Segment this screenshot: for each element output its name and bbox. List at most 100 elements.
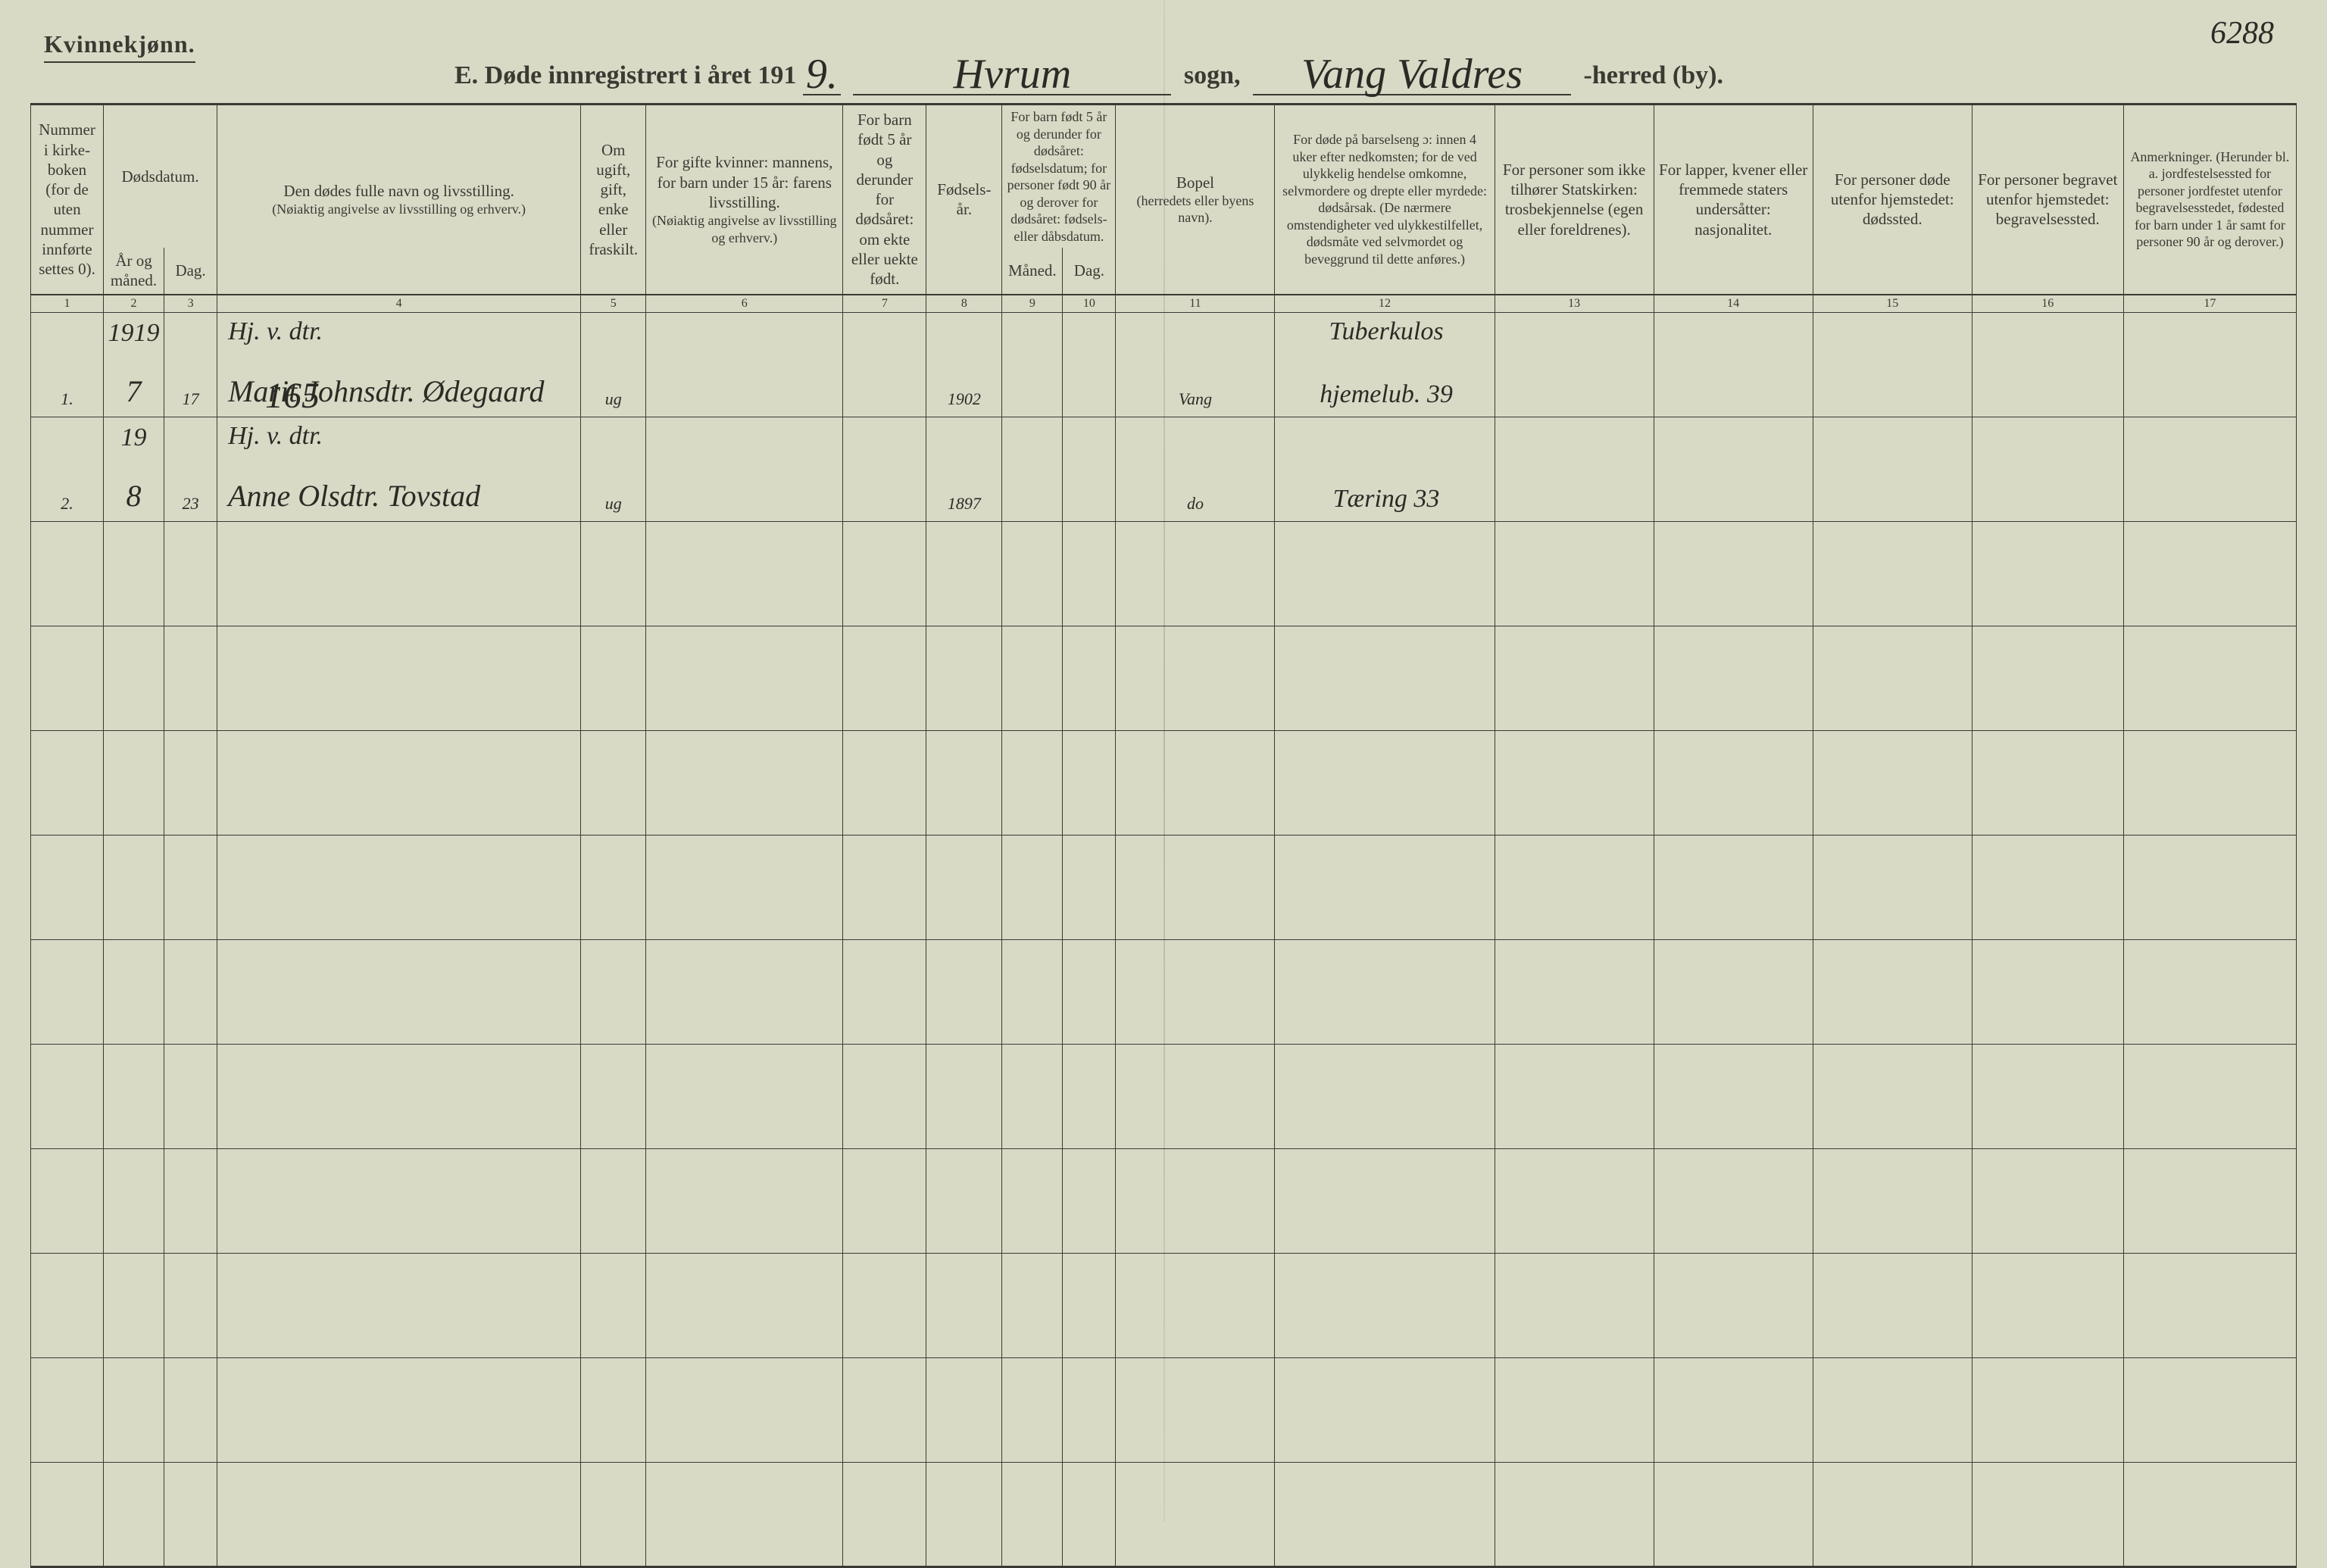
empty-cell: [843, 1253, 926, 1357]
empty-cell: [1002, 626, 1063, 730]
empty-cell: [31, 1253, 104, 1357]
birth-day: [1063, 312, 1116, 417]
empty-cell: [1002, 1253, 1063, 1357]
empty-cell: [164, 1148, 217, 1253]
empty-cell: [1002, 1462, 1063, 1566]
empty-cell: [104, 521, 164, 626]
empty-cell: [1972, 835, 2123, 939]
empty-cell: [1972, 1462, 2123, 1566]
col-3-day: Dag.: [164, 248, 217, 295]
empty-cell: [217, 1357, 581, 1462]
empty-cell: [164, 835, 217, 939]
marital-status: ug: [581, 417, 646, 521]
empty-cell: [2123, 626, 2296, 730]
empty-cell: [843, 521, 926, 626]
empty-cell: [164, 1357, 217, 1462]
empty-cell: [926, 521, 1002, 626]
empty-cell: [2123, 1044, 2296, 1148]
empty-cell: [581, 1044, 646, 1148]
empty-cell: [843, 1044, 926, 1148]
empty-cell: [843, 939, 926, 1044]
empty-cell: [1116, 1357, 1275, 1462]
empty-cell: [104, 626, 164, 730]
empty-cell: [1972, 730, 2123, 835]
empty-cell: [1063, 1148, 1116, 1253]
year-digit: 9.: [806, 51, 838, 98]
empty-cell: [646, 521, 843, 626]
empty-cell: [1495, 626, 1654, 730]
empty-cell: [31, 1148, 104, 1253]
empty-cell: [104, 1148, 164, 1253]
colnum: 5: [581, 295, 646, 313]
empty-cell: [164, 626, 217, 730]
empty-cell: [164, 1044, 217, 1148]
col-12-header: For døde på barselseng ɔ: innen 4 uker e…: [1275, 105, 1495, 295]
burial-place: [1972, 312, 2123, 417]
empty-cell: [1654, 939, 1813, 1044]
empty-cell: [1002, 939, 1063, 1044]
col-11-header: Bopel (herredets eller byens navn).: [1116, 105, 1275, 295]
empty-cell: [581, 835, 646, 939]
empty-cell: [2123, 835, 2296, 939]
empty-cell: [1654, 1044, 1813, 1148]
empty-cell: [1972, 1148, 2123, 1253]
empty-cell: [646, 1044, 843, 1148]
empty-cell: [1654, 1357, 1813, 1462]
colnum: 17: [2123, 295, 2296, 313]
empty-cell: [104, 730, 164, 835]
empty-cell: [31, 521, 104, 626]
empty-cell: [1116, 730, 1275, 835]
col-17-header: Anmerkninger. (Herunder bl. a. jordfeste…: [2123, 105, 2296, 295]
col-6-top: For gifte kvinner: mannens,: [651, 152, 838, 172]
empty-cell: [1002, 1357, 1063, 1462]
empty-cell: [926, 730, 1002, 835]
empty-cell: [843, 1462, 926, 1566]
colnum: 16: [1972, 295, 2123, 313]
name-occupation: Hj. v. dtr.Marit Johnsdtr. Ødegaard: [217, 312, 581, 417]
title-line: E. Døde innregistrert i året 191 9. Hvru…: [454, 45, 2251, 95]
cause-lower: hjemelub. 39: [1282, 380, 1489, 409]
herred-value: Vang Valdres: [1301, 51, 1523, 98]
empty-cell: [1495, 1148, 1654, 1253]
colnum: 1: [31, 295, 104, 313]
empty-cell: [581, 1253, 646, 1357]
row-number: 1.: [31, 312, 104, 417]
death-place: [1813, 417, 1972, 521]
spouse-father-occ: [646, 417, 843, 521]
empty-cell: [1275, 521, 1495, 626]
empty-cell: [1972, 1253, 2123, 1357]
legit: [843, 417, 926, 521]
birth-month: [1002, 312, 1063, 417]
colnum: 12: [1275, 295, 1495, 313]
empty-cell: [581, 1357, 646, 1462]
table-row: [31, 626, 2297, 730]
col-6-header: For gifte kvinner: mannens, for barn und…: [646, 105, 843, 295]
empty-cell: [1495, 1044, 1654, 1148]
death-year: 19: [104, 423, 164, 452]
birth-day: [1063, 417, 1116, 521]
birth-year: 1902: [926, 312, 1002, 417]
table-row: [31, 730, 2297, 835]
empty-cell: [1275, 1462, 1495, 1566]
empty-cell: [1116, 1462, 1275, 1566]
empty-cell: [217, 626, 581, 730]
colnum: 8: [926, 295, 1002, 313]
empty-cell: [217, 730, 581, 835]
empty-cell: [1063, 521, 1116, 626]
empty-cell: [31, 730, 104, 835]
empty-cell: [164, 1462, 217, 1566]
empty-cell: [1116, 521, 1275, 626]
marital-status: ug: [581, 312, 646, 417]
empty-cell: [1654, 626, 1813, 730]
empty-cell: [1063, 1462, 1116, 1566]
empty-cell: [104, 1253, 164, 1357]
empty-cell: [164, 1253, 217, 1357]
table-row: [31, 521, 2297, 626]
empty-cell: [581, 521, 646, 626]
empty-cell: [926, 1044, 1002, 1148]
col-9-month: Måned.: [1002, 248, 1063, 295]
empty-cell: [1116, 626, 1275, 730]
death-month: 7: [104, 373, 164, 409]
col-15-header: For personer døde utenfor hjemstedet: dø…: [1813, 105, 1972, 295]
table-row: [31, 1148, 2297, 1253]
